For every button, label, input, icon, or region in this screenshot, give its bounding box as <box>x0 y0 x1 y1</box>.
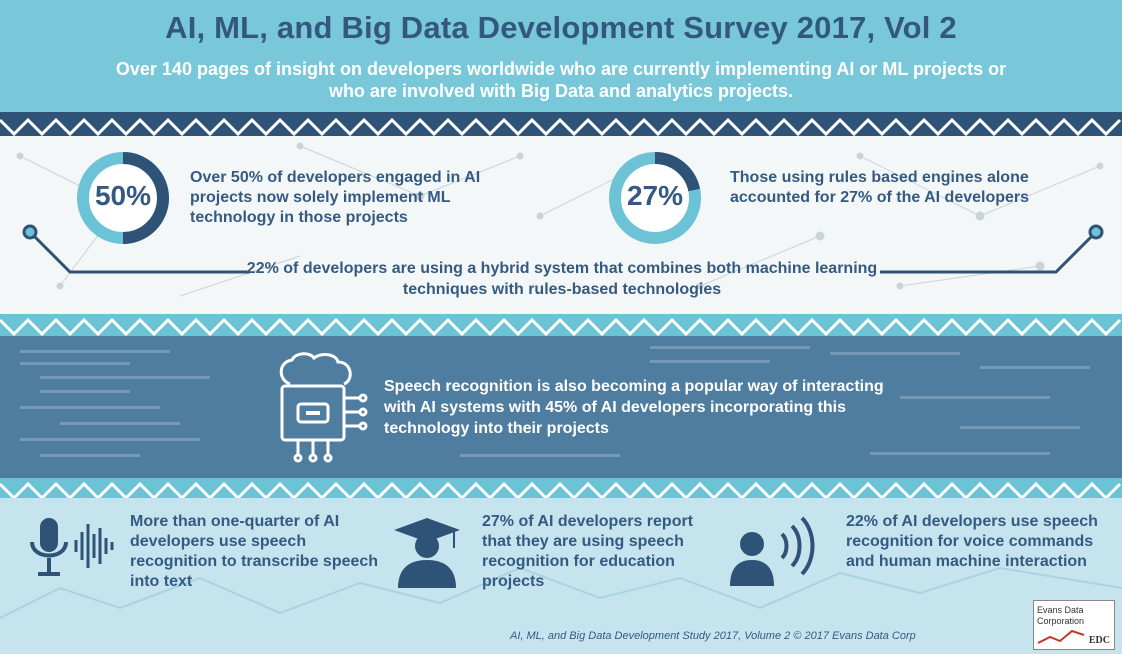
footer-citation: AI, ML, and Big Data Development Study 2… <box>510 630 916 642</box>
bottom-item-2-text: 27% of AI developers report that they ar… <box>482 513 694 590</box>
brain-chip-icon <box>279 352 368 463</box>
header-banner: AI, ML, and Big Data Development Survey … <box>0 0 1122 120</box>
stat-left-text: Over 50% of developers engaged in AI pro… <box>190 169 481 226</box>
code-background-band <box>0 336 1122 484</box>
evans-data-logo: Evans Data Corporation EDC <box>1033 600 1115 650</box>
person-speaking-icon <box>730 516 815 586</box>
graduate-icon <box>394 518 460 588</box>
percent-ring-27 <box>609 152 701 244</box>
bottom-item-1-text: More than one-quarter of AI developers u… <box>130 513 379 590</box>
page-title: AI, ML, and Big Data Development Survey … <box>165 10 957 45</box>
logo-line-1: Evans Data <box>1037 605 1084 615</box>
bottom-graph-lines <box>0 566 1122 619</box>
percent-ring-50 <box>77 152 169 244</box>
network-section <box>0 136 1122 322</box>
speech-recognition-text: Speech recognition is also becoming a po… <box>384 378 884 437</box>
logo-chart-icon <box>1037 629 1085 644</box>
percent-label-right: 27% <box>626 180 684 211</box>
microphone-icon <box>30 518 114 576</box>
hybrid-stat-text: 22% of developers are using a hybrid sys… <box>246 260 878 298</box>
logo-line-2: Corporation <box>1037 616 1085 626</box>
bottom-section <box>0 498 1122 654</box>
percent-label-left: 50% <box>94 180 152 211</box>
stat-right-text: Those using rules based engines alone ac… <box>730 169 1030 206</box>
bottom-item-3-text: 22% of AI developers use speech recognit… <box>846 513 1098 570</box>
page-subtitle: Over 140 pages of insight on developers … <box>115 59 1007 101</box>
connector-lines <box>22 224 1104 274</box>
logo-mark: EDC <box>1088 635 1110 646</box>
